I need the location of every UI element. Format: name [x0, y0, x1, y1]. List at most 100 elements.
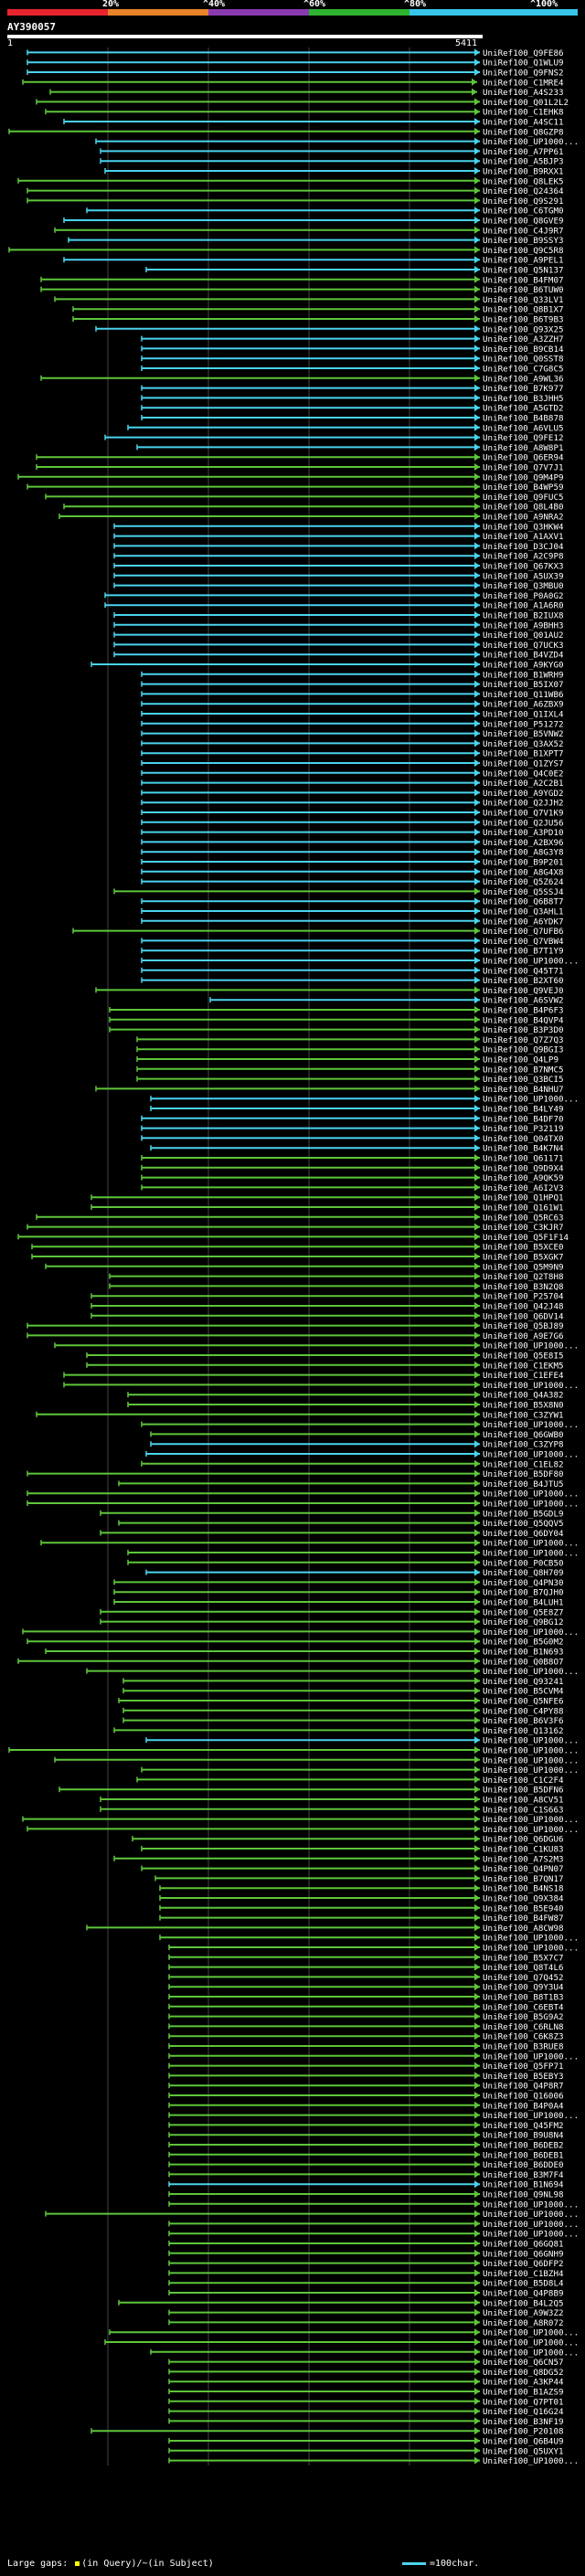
hit-label[interactable]: UniRef100_A3PD10	[483, 828, 564, 838]
hit-label[interactable]: UniRef100_Q8B1X7	[483, 305, 564, 315]
hit-label[interactable]: UniRef100_Q61171	[483, 1154, 564, 1164]
hit-label[interactable]: UniRef100_B7T1Y9	[483, 947, 564, 957]
hit-label[interactable]: UniRef100_Q7V1K9	[483, 809, 564, 819]
hit-label[interactable]: UniRef100_Q0SST8	[483, 355, 564, 365]
hit-label[interactable]: UniRef100_C1S663	[483, 1805, 564, 1815]
hit-label[interactable]: UniRef100_A8CV51	[483, 1796, 564, 1806]
hit-label[interactable]: UniRef100_P20108	[483, 2427, 564, 2437]
hit-label[interactable]: UniRef100_Q2JU56	[483, 818, 564, 828]
hit-label[interactable]: UniRef100_P0CB50	[483, 1558, 564, 1568]
hit-label[interactable]: UniRef100_Q5BJ89	[483, 1321, 564, 1331]
hit-label[interactable]: UniRef100_Q6GWB0	[483, 1430, 564, 1440]
hit-label[interactable]: UniRef100_Q2JJH2	[483, 799, 564, 809]
hit-label[interactable]: UniRef100_B3P3D0	[483, 1025, 564, 1035]
hit-label[interactable]: UniRef100_B5XGK7	[483, 1253, 564, 1263]
hit-label[interactable]: UniRef100_B6T9B3	[483, 315, 564, 325]
hit-label[interactable]: UniRef100_B4NS18	[483, 1884, 564, 1894]
hit-label[interactable]: UniRef100_UP1000...	[483, 1667, 579, 1677]
hit-label[interactable]: UniRef100_C7G8C5	[483, 365, 564, 375]
hit-label[interactable]: UniRef100_Q9M4P9	[483, 472, 564, 482]
hit-label[interactable]: UniRef100_Q9BGI3	[483, 1045, 564, 1055]
hit-label[interactable]: UniRef100_B4L2Q5	[483, 2298, 564, 2308]
hit-label[interactable]: UniRef100_UP1000...	[483, 1381, 579, 1391]
hit-label[interactable]: UniRef100_UP1000...	[483, 2111, 579, 2121]
hit-label[interactable]: UniRef100_B3RUE8	[483, 2042, 564, 2052]
hit-label[interactable]: UniRef100_Q16006	[483, 2092, 564, 2102]
hit-label[interactable]: UniRef100_P51272	[483, 719, 564, 729]
hit-label[interactable]: UniRef100_Q6ER94	[483, 453, 564, 463]
hit-label[interactable]: UniRef100_Q9S291	[483, 196, 564, 207]
hit-label[interactable]: UniRef100_Q4P8B9	[483, 2289, 564, 2299]
hit-label[interactable]: UniRef100_B9CB14	[483, 345, 564, 355]
hit-label[interactable]: UniRef100_Q33LV1	[483, 295, 564, 305]
hit-label[interactable]: UniRef100_Q9FE86	[483, 48, 564, 58]
hit-label[interactable]: UniRef100_UP1000...	[483, 1549, 579, 1559]
hit-label[interactable]: UniRef100_A8G4X8	[483, 867, 564, 877]
hit-label[interactable]: UniRef100_UP1000...	[483, 1934, 579, 1944]
hit-label[interactable]: UniRef100_Q1ZYS7	[483, 759, 564, 769]
hit-label[interactable]: UniRef100_B4LY49	[483, 1105, 564, 1115]
hit-label[interactable]: UniRef100_Q1HPQ1	[483, 1193, 564, 1203]
hit-label[interactable]: UniRef100_Q67KX3	[483, 562, 564, 572]
hit-label[interactable]: UniRef100_Q7Z7Q3	[483, 1035, 564, 1045]
hit-label[interactable]: UniRef100_B5CVM4	[483, 1687, 564, 1697]
hit-label[interactable]: UniRef100_Q3AX52	[483, 739, 564, 749]
hit-label[interactable]: UniRef100_B7QJH0	[483, 1588, 564, 1598]
hit-label[interactable]: UniRef100_A8CW98	[483, 1924, 564, 1934]
hit-label[interactable]: UniRef100_Q6DV14	[483, 1311, 564, 1321]
hit-label[interactable]: UniRef100_A9KYG0	[483, 661, 564, 671]
hit-label[interactable]: UniRef100_UP1000...	[483, 2200, 579, 2210]
hit-label[interactable]: UniRef100_A8R072	[483, 2318, 564, 2328]
hit-label[interactable]: UniRef100_UP1000...	[483, 2328, 579, 2338]
hit-label[interactable]: UniRef100_A9W3Z2	[483, 2308, 564, 2318]
hit-label[interactable]: UniRef100_Q6B8T7	[483, 897, 564, 907]
hit-label[interactable]: UniRef100_Q93241	[483, 1677, 564, 1687]
hit-label[interactable]: UniRef100_Q5QQV5	[483, 1519, 564, 1529]
hit-label[interactable]: UniRef100_UP1000...	[483, 1746, 579, 1756]
hit-label[interactable]: UniRef100_C1BZH4	[483, 2269, 564, 2279]
hit-label[interactable]: UniRef100_A2BX96	[483, 838, 564, 848]
hit-label[interactable]: UniRef100_A9WL36	[483, 374, 564, 384]
hit-label[interactable]: UniRef100_A9QK59	[483, 1173, 564, 1183]
hit-label[interactable]: UniRef100_C1EL82	[483, 1459, 564, 1469]
hit-label[interactable]: UniRef100_Q6DFP2	[483, 2259, 564, 2269]
hit-label[interactable]: UniRef100_C1KU83	[483, 1845, 564, 1855]
hit-label[interactable]: UniRef100_UP1000...	[483, 1539, 579, 1549]
hit-label[interactable]: UniRef100_B1AZS9	[483, 2388, 564, 2398]
hit-label[interactable]: UniRef100_Q0B8O7	[483, 1657, 564, 1667]
hit-label[interactable]: UniRef100_B3M7F4	[483, 2170, 564, 2180]
hit-label[interactable]: UniRef100_B4JTU5	[483, 1479, 564, 1489]
hit-label[interactable]: UniRef100_UP1000...	[483, 1489, 579, 1500]
hit-label[interactable]: UniRef100_Q5E8Z7	[483, 1607, 564, 1617]
hit-label[interactable]: UniRef100_A5GTD2	[483, 404, 564, 414]
hit-label[interactable]: UniRef100_UP1000...	[483, 2210, 579, 2220]
hit-label[interactable]: UniRef100_A5BJP3	[483, 157, 564, 167]
hit-label[interactable]: UniRef100_UP1000...	[483, 1825, 579, 1835]
hit-label[interactable]: UniRef100_A3ZZH7	[483, 334, 564, 345]
hit-label[interactable]: UniRef100_Q1WLU9	[483, 58, 564, 69]
hit-label[interactable]: UniRef100_UP1000...	[483, 1944, 579, 1954]
hit-label[interactable]: UniRef100_B6DEB1	[483, 2150, 564, 2160]
hit-label[interactable]: UniRef100_B3JHH5	[483, 394, 564, 404]
hit-label[interactable]: UniRef100_UP1000...	[483, 2338, 579, 2348]
hit-label[interactable]: UniRef100_B5X8N0	[483, 1401, 564, 1411]
hit-label[interactable]: UniRef100_Q04TX0	[483, 1134, 564, 1144]
hit-label[interactable]: UniRef100_B6DEB2	[483, 2141, 564, 2151]
hit-label[interactable]: UniRef100_B4DF70	[483, 1114, 564, 1124]
hit-label[interactable]: UniRef100_B8T1B3	[483, 1993, 564, 2003]
hit-label[interactable]: UniRef100_A1AXV1	[483, 532, 564, 542]
hit-label[interactable]: UniRef100_A4S233	[483, 88, 564, 98]
hit-label[interactable]: UniRef100_A7S2M3	[483, 1854, 564, 1864]
hit-label[interactable]: UniRef100_C6TGM0	[483, 207, 564, 217]
hit-label[interactable]: UniRef100_Q45T71	[483, 966, 564, 976]
hit-label[interactable]: UniRef100_Q5M9N9	[483, 1262, 564, 1272]
hit-label[interactable]: UniRef100_Q7Q452	[483, 1973, 564, 1983]
hit-label[interactable]: UniRef100_B1WRH9	[483, 670, 564, 680]
hit-label[interactable]: UniRef100_Q8GZP8	[483, 127, 564, 137]
hit-label[interactable]: UniRef100_C4J9R7	[483, 226, 564, 236]
hit-label[interactable]: UniRef100_A8W8P1	[483, 443, 564, 453]
hit-label[interactable]: UniRef100_B7NMC5	[483, 1065, 564, 1075]
hit-label[interactable]: UniRef100_B4LUH1	[483, 1598, 564, 1608]
hit-label[interactable]: UniRef100_A6ZBX9	[483, 700, 564, 710]
hit-label[interactable]: UniRef100_UP1000...	[483, 1095, 579, 1105]
